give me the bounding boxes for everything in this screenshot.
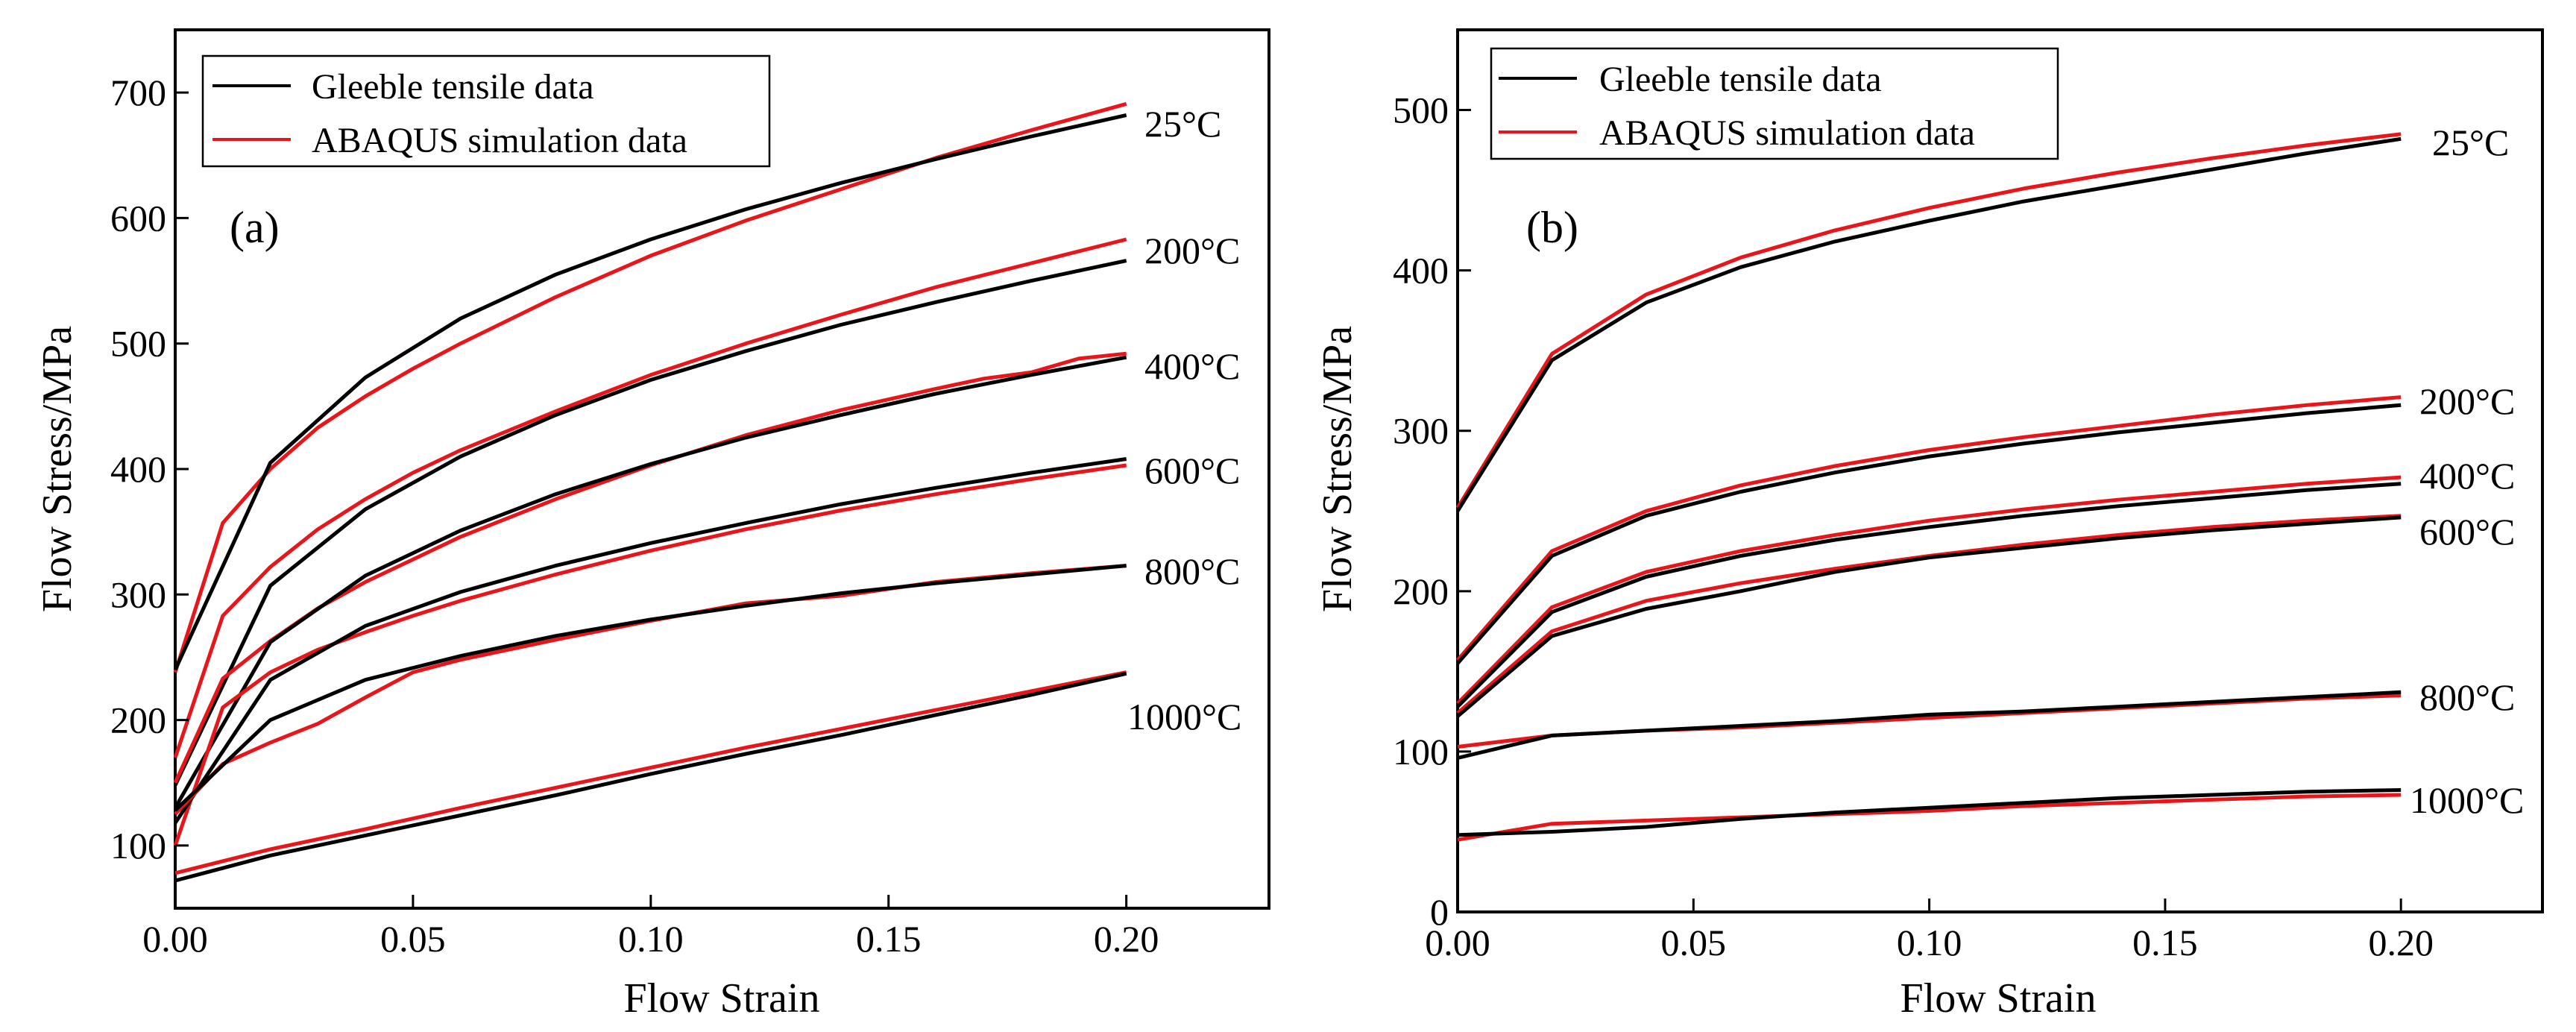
x-axis-title: Flow Strain [624, 975, 820, 1022]
gleeble-curve-25c [1455, 136, 2402, 512]
abaqus-curve-400c [1456, 475, 2402, 705]
abaqus-curve-800c [174, 564, 1127, 816]
y-tick-label: 200 [110, 699, 166, 741]
x-tick-label: 0.20 [1094, 918, 1159, 960]
x-axis-title: Flow Strain [1900, 975, 2097, 1022]
legend-box [201, 54, 771, 168]
temperature-labels: 25°C 200°C 400°C 600°C 800°C 1000°C [1127, 103, 1241, 737]
panel-label: (a) [230, 203, 280, 252]
y-tick-label: 600 [110, 197, 166, 239]
y-tick-label: 200 [1393, 570, 1449, 612]
gleeble-curve-1000c [1457, 788, 2402, 837]
y-tick-label: 100 [1393, 731, 1449, 773]
x-tick-label: 0.15 [2132, 922, 2198, 963]
y-axis-title: Flow Stress/MPa [34, 326, 81, 612]
y-tick-label: 300 [1393, 410, 1449, 452]
y-tick-label: 500 [1393, 89, 1449, 131]
gleeble-curve-25c [173, 113, 1127, 671]
x-tick-label: 0.05 [380, 918, 446, 960]
chart-panel-a: 0.00 0.05 0.10 0.15 0.20 100 200 300 400 500 600 70… [34, 28, 1270, 1022]
x-tick-label: 0.00 [1425, 922, 1490, 963]
abaqus-curve-600c [173, 463, 1127, 846]
temp-label-1000c: 1000°C [1127, 696, 1241, 737]
abaqus-curve-800c [1457, 693, 2402, 749]
legend-label-gleeble: Gleeble tensile data [312, 67, 594, 107]
abaqus-curve-25c [1455, 132, 2402, 509]
curves-group [1455, 132, 2402, 842]
gleeble-curve-800c [1457, 690, 2402, 760]
y-tick-label: 100 [110, 825, 166, 866]
temp-label-1000c: 1000°C [2410, 779, 2524, 821]
x-tick-label: 0.15 [856, 918, 922, 960]
y-tick-label: 400 [110, 448, 166, 490]
x-tick-label: 0.20 [2368, 922, 2434, 963]
temp-label-800c: 800°C [2419, 676, 2515, 718]
x-tick-label: 0.00 [142, 918, 208, 960]
temp-label-200c: 200°C [1144, 230, 1240, 271]
gleeble-curve-600c [173, 457, 1127, 824]
panel-label: (b) [1526, 203, 1578, 252]
gleeble-curve-800c [174, 564, 1127, 812]
temp-label-25c: 25°C [1144, 103, 1221, 145]
legend: Gleeble tensile data ABAQUS simulation d… [1490, 47, 2059, 160]
chart-panel-b: 0.00 0.05 0.10 0.15 0.20 0 100 200 300 400 500 Flo… [1314, 28, 2544, 1022]
abaqus-curve-1000c [1457, 793, 2402, 842]
y-tick-label: 0 [1430, 891, 1449, 933]
y-tick-label: 700 [110, 72, 166, 113]
gleeble-curve-200c [173, 259, 1127, 787]
temp-label-25c: 25°C [2432, 122, 2509, 163]
abaqus-curve-25c [173, 101, 1127, 673]
y-tick-label: 400 [1393, 250, 1449, 292]
curves-group [173, 101, 1127, 883]
abaqus-curve-600c [1456, 514, 2402, 715]
y-tick-label: 500 [110, 323, 166, 365]
plot-area-frame [1456, 28, 2544, 913]
legend-label-abaqus: ABAQUS simulation data [312, 121, 687, 160]
temp-label-800c: 800°C [1144, 550, 1240, 592]
gleeble-curve-600c [1456, 515, 2402, 718]
legend-label-abaqus: ABAQUS simulation data [1599, 113, 1975, 153]
gleeble-curve-400c [1456, 482, 2402, 708]
ticks-group: 0.00 0.05 0.10 0.15 0.20 0 100 200 300 400 500 [1393, 89, 2434, 963]
y-axis-title: Flow Stress/MPa [1314, 326, 1361, 612]
x-tick-label: 0.05 [1661, 922, 1727, 963]
gleeble-curve-200c [1456, 403, 2402, 665]
temp-label-400c: 400°C [2419, 455, 2515, 497]
gleeble-curve-400c [173, 355, 1127, 809]
x-tick-label: 0.10 [618, 918, 684, 960]
legend-label-gleeble: Gleeble tensile data [1599, 60, 1882, 99]
y-tick-label: 300 [110, 573, 166, 615]
temp-label-600c: 600°C [2419, 511, 2515, 553]
abaqus-curve-1000c [174, 670, 1127, 875]
gleeble-curve-1000c [174, 671, 1127, 883]
abaqus-curve-200c [1456, 395, 2402, 661]
temperature-labels: 25°C 200°C 400°C 600°C 800°C 1000°C [2410, 122, 2524, 821]
temp-label-600c: 600°C [1144, 450, 1240, 491]
legend: Gleeble tensile data ABAQUS simulation d… [201, 54, 771, 168]
temp-label-200c: 200°C [2419, 380, 2515, 422]
ticks-group: 0.00 0.05 0.10 0.15 0.20 100 200 300 400 500 600 70… [110, 72, 1159, 960]
legend-box [1490, 47, 2059, 160]
temp-label-400c: 400°C [1144, 345, 1240, 387]
abaqus-curve-200c [173, 237, 1127, 758]
x-tick-label: 0.10 [1897, 922, 1962, 963]
